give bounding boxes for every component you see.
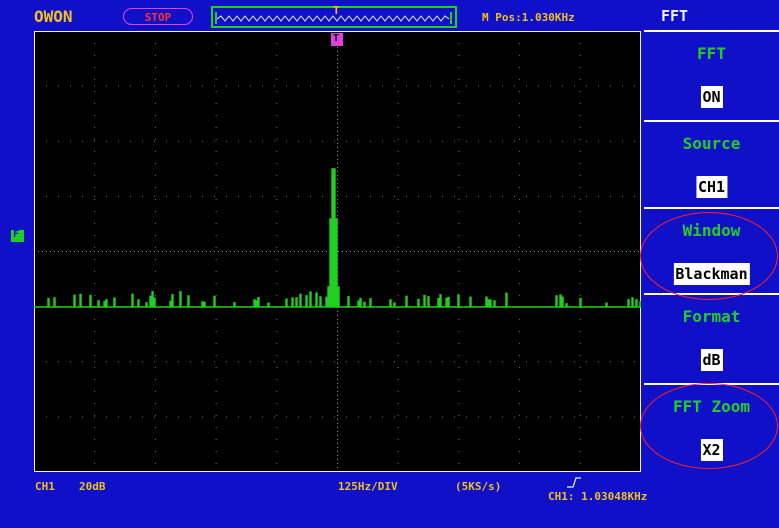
menu-title: FFT [661,7,689,25]
menu-item-format[interactable]: Format dB [644,293,779,379]
top-status-bar: OWON STOP T M Pos:1.030KHz FFT [0,0,779,30]
bottom-status-bar: CH1 20dB 125Hz/DIV (5KS/s) CH1: 1.03048K… [0,472,779,528]
m-pos-readout: M Pos:1.030KHz [482,11,575,24]
trigger-position-marker: T [333,4,340,17]
graticule [34,31,642,472]
menu-item-value: X2 [700,439,723,461]
channel-label: CH1 [35,480,55,493]
menu-item-label: Source [682,134,741,153]
vertical-scale: 20dB [79,480,106,493]
menu-item-window[interactable]: Window Blackman [644,207,779,293]
trigger-marker-icon: T [331,33,343,46]
memory-waveform-icon [215,12,452,24]
channel-marker-icon: F [11,229,24,242]
menu-item-value: ON [700,86,723,108]
trigger-edge-icon [567,477,581,488]
menu-item-label: Format [682,307,741,326]
sample-rate-readout: (5KS/s) [455,480,502,493]
brand-logo: OWON [34,7,73,26]
run-state-indicator[interactable]: STOP [123,8,193,25]
menu-item-value: CH1 [695,176,728,198]
fft-display [34,31,642,472]
menu-item-label: Window [682,221,741,240]
memory-position-bar: T [211,4,457,28]
menu-item-value: dB [700,349,723,371]
menu-item-source[interactable]: Source CH1 [644,120,779,206]
menu-item-value: Blackman [673,263,750,285]
menu-item-fft[interactable]: FFT ON [644,30,779,116]
fft-trace [34,168,642,308]
menu-item-fft-zoom[interactable]: FFT Zoom X2 [644,383,779,469]
side-menu: FFT ON Source CH1 Window Blackman Format… [644,30,779,472]
menu-item-label: FFT Zoom [672,397,751,416]
menu-item-label: FFT [697,44,726,63]
timebase-readout: 125Hz/DIV [338,480,398,493]
frequency-readout: CH1: 1.03048KHz [548,490,648,503]
